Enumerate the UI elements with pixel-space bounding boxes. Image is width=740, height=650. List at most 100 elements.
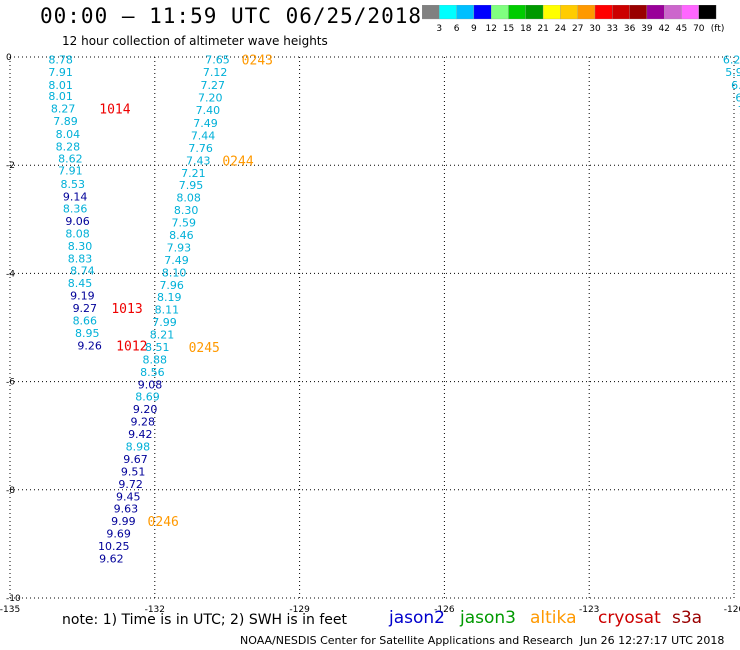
wave-height-label: 8.30 xyxy=(174,204,199,217)
y-tick-label: -6 xyxy=(6,378,15,388)
colorbar: 3 6 9 12 15 18 21 24 27 30 33 36 39 42 45 70 (ft) xyxy=(422,5,725,34)
x-tick-label: -129 xyxy=(289,605,310,615)
colorbar-label: 70 xyxy=(693,24,705,34)
footnote: note: 1) Time is in UTC; 2) SWH is in fe… xyxy=(62,612,348,628)
wave-height-label: 8.69 xyxy=(135,391,160,404)
wave-height-label: 9.67 xyxy=(123,453,148,466)
wave-height-label: 9.62 xyxy=(99,553,124,566)
x-tick-label: -126 xyxy=(434,605,455,615)
wave-height-label: 8.27 xyxy=(51,102,76,115)
wave-height-label: 9.08 xyxy=(138,378,163,391)
wave-height-label: 8.04 xyxy=(56,128,81,141)
wave-height-label: 8.36 xyxy=(63,202,88,215)
colorbar-label: 36 xyxy=(624,24,636,34)
wave-height-label: 8.88 xyxy=(143,353,168,366)
colorbar-swatch xyxy=(698,5,717,20)
colorbar-label: 6 xyxy=(454,24,460,34)
wave-height-label: 9.99 xyxy=(111,515,136,528)
wave-height-label: 6.2 xyxy=(723,54,740,67)
wave-height-label: 7.76 xyxy=(188,142,213,155)
wave-height-label: 9.20 xyxy=(133,403,158,416)
colorbar-label: 3 xyxy=(436,24,442,34)
wave-height-label: 7.89 xyxy=(53,115,78,128)
wave-height-label: 9.72 xyxy=(118,478,143,491)
wave-height-label: 9.26 xyxy=(77,339,102,352)
time-label: 0245 xyxy=(189,341,220,356)
time-label: 1012 xyxy=(116,339,147,354)
wave-height-label: 8.46 xyxy=(169,229,194,242)
colorbar-label: 12 xyxy=(485,24,496,34)
wave-height-label: 8.28 xyxy=(56,140,81,153)
wave-height-label: 7.96 xyxy=(159,279,184,292)
time-label: 1014 xyxy=(99,102,130,117)
wave-height-label: 9.63 xyxy=(114,503,139,516)
x-tick-label: -123 xyxy=(579,605,599,615)
wave-height-label: 5.9 xyxy=(725,66,740,79)
wave-height-label: 8.01 xyxy=(48,79,73,92)
wave-height-label: 8.98 xyxy=(126,441,151,454)
wave-height-label: 7.91 xyxy=(58,165,83,178)
wave-height-label: 8.08 xyxy=(65,227,90,240)
y-tick-label: 0 xyxy=(6,53,12,63)
wave-height-label: 9.27 xyxy=(73,302,98,315)
wave-height-label: 7.12 xyxy=(203,66,228,79)
x-tick-label: -132 xyxy=(145,605,165,615)
colorbar-label: 15 xyxy=(503,24,514,34)
colorbar-unit: (ft) xyxy=(711,24,725,34)
chart-subtitle: 12 hour collection of altimeter wave hei… xyxy=(62,34,328,48)
y-tick-label: -10 xyxy=(6,594,21,604)
track-track-2: 7.657.127.277.207.407.497.447.767.437.21… xyxy=(98,54,230,566)
track-track-3-edge: 6.25.96.67 xyxy=(723,54,740,117)
wave-height-label: 8.62 xyxy=(58,153,83,166)
wave-height-label: 8.30 xyxy=(68,240,93,253)
wave-height-label: 9.14 xyxy=(63,191,88,204)
wave-height-label: 7.40 xyxy=(196,104,221,117)
chart-title: 00:00 – 11:59 UTC 06/25/2018 xyxy=(40,4,423,28)
wave-height-label: 7.65 xyxy=(205,54,230,67)
wave-height-label: 6. xyxy=(731,79,740,92)
time-label: 0243 xyxy=(242,54,273,69)
legend-jason2: jason2 xyxy=(389,608,445,628)
y-tick-label: -4 xyxy=(6,269,15,279)
colorbar-label: 9 xyxy=(471,24,477,34)
track-track-1: 8.787.918.018.018.277.898.048.288.627.91… xyxy=(48,54,101,353)
wave-height-label: 8.08 xyxy=(176,192,201,205)
wave-height-label: 7.21 xyxy=(181,167,206,180)
wave-height-label: 9.28 xyxy=(130,416,155,429)
y-tick-label: -2 xyxy=(6,161,15,171)
wave-height-label: 7.59 xyxy=(172,217,197,230)
x-tick-label: -120 xyxy=(724,605,740,615)
wave-height-label: 7.49 xyxy=(164,254,189,267)
wave-height-label: 9.69 xyxy=(106,528,131,541)
colorbar-label: 45 xyxy=(676,24,687,34)
legend-altika: altika xyxy=(530,608,577,628)
wave-height-label: 7.49 xyxy=(193,117,218,130)
colorbar-label: 21 xyxy=(537,24,548,34)
wave-height-label: 8.95 xyxy=(75,327,100,340)
colorbar-label: 24 xyxy=(555,24,567,34)
time-label: 0246 xyxy=(148,515,179,530)
wave-height-label: 7.27 xyxy=(200,79,225,92)
wave-height-label: 8.01 xyxy=(48,90,73,103)
legend-s3a: s3a xyxy=(672,608,703,628)
wave-height-label: 7.93 xyxy=(167,241,192,254)
wave-height-label: 8.51 xyxy=(145,341,170,354)
wave-height-label: 8.83 xyxy=(68,252,93,265)
wave-height-label: 8.45 xyxy=(68,277,93,290)
wave-height-label: 7.43 xyxy=(186,154,211,167)
colorbar-label: 42 xyxy=(658,24,669,34)
time-label: 1013 xyxy=(111,302,142,317)
wave-height-label: 9.42 xyxy=(128,428,153,441)
x-tick-label: -135 xyxy=(0,605,20,615)
time-label: 0244 xyxy=(222,154,253,169)
wave-height-label: 8.19 xyxy=(157,291,182,304)
colorbar-label: 27 xyxy=(572,24,583,34)
wave-height-label: 8.74 xyxy=(70,265,95,278)
legend-jason3: jason3 xyxy=(460,608,516,628)
colorbar-label: 18 xyxy=(520,24,532,34)
wave-height-label: 6 xyxy=(735,92,740,105)
colorbar-label: 39 xyxy=(641,24,653,34)
wave-height-label: 8.21 xyxy=(150,329,175,342)
colorbar-label: 33 xyxy=(607,24,618,34)
